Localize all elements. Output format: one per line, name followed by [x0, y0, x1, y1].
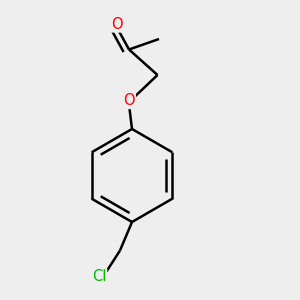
Text: Cl: Cl: [92, 269, 106, 284]
Text: O: O: [123, 93, 135, 108]
Text: O: O: [111, 16, 123, 32]
